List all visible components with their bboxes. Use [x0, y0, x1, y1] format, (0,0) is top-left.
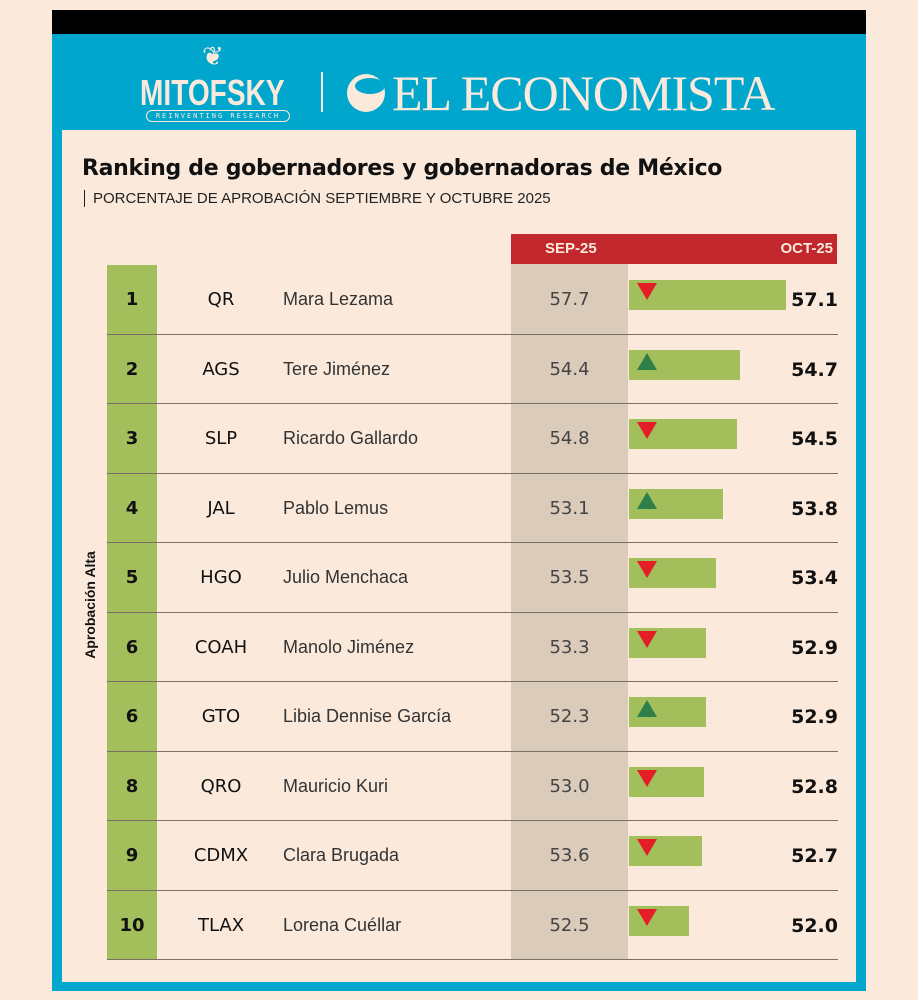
triangle-up-icon	[637, 352, 657, 370]
state-cell: JAL	[207, 497, 235, 519]
group-label: Aprobación Alta	[82, 551, 98, 659]
name-cell: Tere Jiménez	[283, 358, 391, 379]
table-row: 6 COAH Manolo Jiménez 53.3 52.9	[107, 613, 838, 682]
oct-bar	[629, 905, 689, 936]
state-cell: TLAX	[197, 914, 245, 936]
state-cell: HGO	[200, 567, 242, 588]
triangle-down-icon	[637, 839, 657, 856]
triangle-down-icon	[637, 422, 657, 439]
top-bar	[52, 10, 866, 34]
oct-value: 53.8	[791, 497, 838, 520]
rank-cell: 6	[125, 636, 139, 658]
oct-value: 52.9	[791, 636, 838, 659]
sep-value: 54.8	[549, 428, 590, 449]
economista-logo: EL ECONOMISTA	[392, 65, 776, 121]
rank-cell: 6	[125, 706, 139, 727]
header-sep: SEP-25	[545, 240, 597, 257]
triangle-down-icon	[637, 908, 657, 926]
sep-value: 53.5	[549, 567, 590, 588]
chart-subtitle: PORCENTAJE DE APROBACIÓN SEPTIEMBRE Y OC…	[84, 190, 551, 207]
oct-bar	[629, 349, 741, 380]
header-oct: OCT-25	[780, 240, 833, 257]
mitofsky-tagline: REINVENTING RESEARCH	[146, 110, 290, 122]
sep-value: 57.7	[549, 289, 590, 310]
sep-value: 53.1	[549, 497, 590, 519]
table-row: 6 GTO Libia Dennise García 52.3 52.9	[107, 682, 838, 752]
triangle-down-icon	[637, 283, 657, 300]
mitofsky-logo: MITOFSKY	[140, 72, 285, 113]
oct-value: 52.7	[791, 845, 838, 867]
oct-bar	[629, 280, 786, 310]
name-cell: Libia Dennise García	[283, 706, 452, 726]
sep-value: 53.3	[549, 636, 590, 658]
state-cell: SLP	[204, 428, 238, 449]
rank-cell: 1	[125, 289, 139, 310]
rank-cell: 4	[125, 497, 139, 519]
oct-value: 52.9	[791, 706, 838, 728]
oct-bar	[629, 558, 716, 588]
table-row: 2 AGS Tere Jiménez 54.4 54.7	[107, 335, 838, 404]
oct-bar	[629, 627, 707, 658]
name-cell: Mara Lezama	[283, 289, 394, 309]
state-cell: COAH	[194, 636, 248, 658]
oct-value: 57.1	[791, 289, 838, 311]
table-row: 10 TLAX Lorena Cuéllar 52.5 52.0	[107, 891, 838, 960]
sep-value: 54.4	[549, 358, 590, 380]
state-cell: AGS	[202, 358, 240, 380]
name-cell: Ricardo Gallardo	[283, 428, 419, 448]
economista-globe-icon	[347, 74, 385, 112]
rank-cell: 8	[125, 775, 139, 797]
rank-cell: 9	[125, 845, 139, 866]
table-row: 1 QR Mara Lezama 57.7 57.1	[107, 265, 838, 335]
oct-value: 54.5	[791, 428, 838, 450]
sep-value: 53.0	[549, 775, 590, 797]
rank-cell: 10	[119, 914, 145, 936]
name-cell: Pablo Lemus	[283, 497, 389, 518]
rank-cell: 2	[125, 358, 139, 380]
sep-value: 52.5	[549, 914, 590, 936]
rank-cell: 3	[125, 428, 139, 449]
oct-bar	[629, 697, 707, 727]
table-row: 3 SLP Ricardo Gallardo 54.8 54.5	[107, 404, 838, 474]
oct-value: 53.4	[791, 567, 838, 589]
name-cell: Manolo Jiménez	[283, 636, 415, 657]
table-row: 9 CDMX Clara Brugada 53.6 52.7	[107, 821, 838, 891]
state-cell: QR	[207, 289, 235, 310]
name-cell: Lorena Cuéllar	[283, 914, 402, 935]
oct-bar	[629, 836, 703, 866]
triangle-down-icon	[637, 630, 657, 648]
rank-column	[107, 265, 157, 960]
oct-value: 52.0	[791, 914, 838, 937]
oct-bar	[629, 488, 724, 519]
oct-bar	[629, 419, 737, 449]
triangle-down-icon	[637, 561, 657, 578]
table-row: 5 HGO Julio Menchaca 53.5 53.4	[107, 543, 838, 613]
mitofsky-bird-icon: ❦	[202, 42, 224, 72]
table-row: 4 JAL Pablo Lemus 53.1 53.8	[107, 474, 838, 543]
state-cell: GTO	[201, 706, 241, 727]
triangle-up-icon	[637, 491, 657, 509]
oct-value: 52.8	[791, 775, 838, 798]
name-cell: Mauricio Kuri	[283, 775, 389, 796]
state-cell: QRO	[200, 775, 242, 797]
name-cell: Clara Brugada	[283, 845, 400, 865]
chart-title: Ranking de gobernadores y gobernadoras d…	[82, 156, 723, 181]
rank-cell: 5	[125, 567, 139, 588]
sep-value: 53.6	[549, 845, 590, 866]
state-cell: CDMX	[193, 845, 249, 866]
content-panel	[62, 130, 856, 982]
sep-value: 52.3	[549, 706, 590, 727]
oct-bar	[629, 766, 705, 797]
triangle-down-icon	[637, 769, 657, 787]
logo-divider	[321, 72, 323, 112]
table-row: 8 QRO Mauricio Kuri 53.0 52.8	[107, 752, 838, 821]
column-header: SEP-25 OCT-25	[511, 234, 837, 264]
oct-value: 54.7	[791, 358, 838, 381]
triangle-up-icon	[637, 700, 657, 717]
name-cell: Julio Menchaca	[283, 567, 409, 587]
header-logos: ❦ MITOFSKY REINVENTING RESEARCH EL ECONO…	[52, 34, 866, 130]
